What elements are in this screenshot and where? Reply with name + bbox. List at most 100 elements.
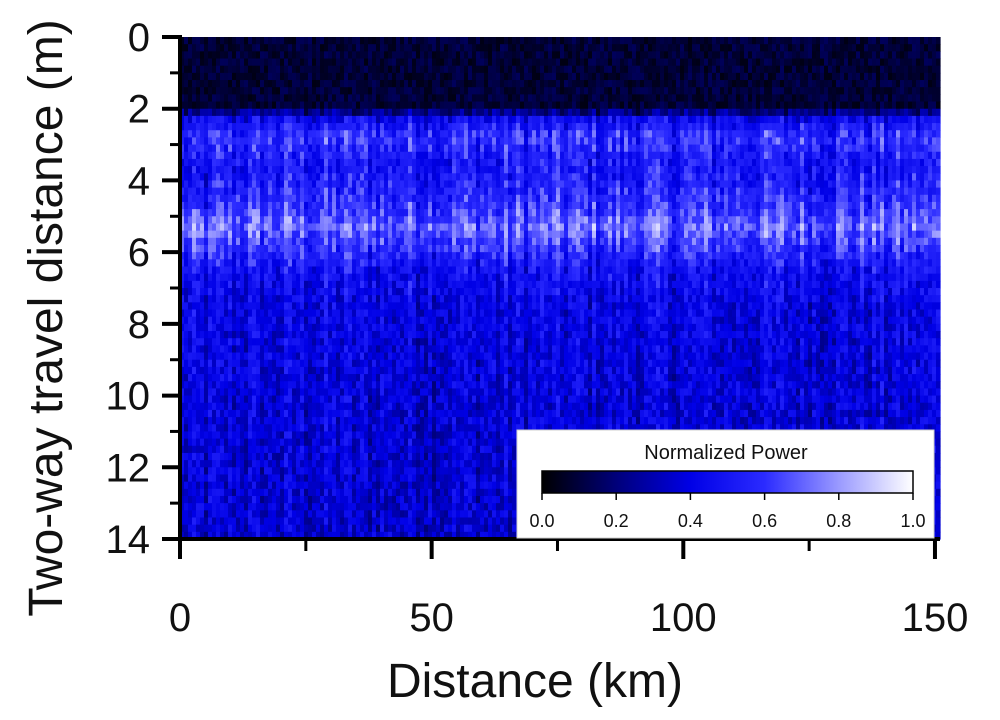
heatmap-cell: [268, 467, 273, 476]
heatmap-cell: [364, 445, 369, 454]
heatmap-cell: [444, 395, 449, 404]
heatmap-cell: [264, 244, 269, 253]
heatmap-cell: [196, 409, 201, 418]
heatmap-cell: [416, 531, 421, 540]
heatmap-cell: [460, 331, 465, 339]
heatmap-cell: [388, 338, 393, 346]
heatmap-cell: [408, 58, 413, 67]
heatmap-cell: [192, 58, 197, 67]
heatmap-cell: [264, 338, 269, 346]
heatmap-cell: [308, 295, 313, 303]
heatmap-cell: [260, 151, 265, 160]
heatmap-cell: [448, 359, 453, 368]
heatmap-cell: [384, 259, 389, 268]
heatmap-cell: [288, 316, 293, 325]
heatmap-cell: [300, 252, 305, 260]
heatmap-cell: [436, 424, 441, 433]
heatmap-cell: [320, 209, 325, 217]
heatmap-cell: [376, 80, 381, 88]
heatmap-cell: [456, 309, 461, 318]
heatmap-cell: [292, 374, 297, 382]
heatmap-cell: [284, 503, 289, 511]
heatmap-cell: [236, 273, 241, 282]
heatmap-cell: [360, 402, 365, 411]
heatmap-cell: [200, 187, 205, 196]
heatmap-cell: [296, 331, 301, 339]
heatmap-cell: [212, 37, 217, 45]
heatmap-cell: [236, 495, 241, 504]
heatmap-cell: [220, 316, 225, 325]
heatmap-cell: [396, 58, 401, 67]
heatmap-cell: [380, 280, 385, 289]
heatmap-cell: [324, 481, 329, 490]
heatmap-cell: [396, 280, 401, 289]
heatmap-cell: [204, 309, 209, 318]
heatmap-cell: [272, 65, 277, 74]
heatmap-cell: [272, 209, 277, 217]
heatmap-cell: [432, 237, 437, 246]
heatmap-cell: [456, 259, 461, 268]
heatmap-cell: [252, 65, 257, 74]
heatmap-cell: [420, 316, 425, 325]
heatmap-cell: [456, 474, 461, 483]
heatmap-cell: [280, 295, 285, 303]
heatmap-cell: [228, 309, 233, 318]
heatmap-cell: [308, 316, 313, 325]
heatmap-cell: [448, 230, 453, 239]
heatmap-cell: [396, 316, 401, 325]
heatmap-cell: [396, 144, 401, 153]
heatmap-cell: [428, 244, 433, 253]
heatmap-cell: [224, 273, 229, 282]
heatmap-cell: [260, 366, 265, 375]
heatmap-cell: [340, 244, 345, 253]
heatmap-cell: [228, 452, 233, 461]
heatmap-cell: [336, 460, 341, 468]
heatmap-cell: [452, 266, 457, 275]
heatmap-cell: [384, 230, 389, 239]
heatmap-cell: [328, 488, 333, 497]
heatmap-cell: [184, 338, 189, 346]
heatmap-cell: [380, 223, 385, 232]
heatmap-cell: [408, 273, 413, 282]
heatmap-cell: [344, 288, 349, 296]
heatmap-cell: [356, 417, 361, 425]
heatmap-cell: [440, 460, 445, 468]
heatmap-cell: [436, 280, 441, 289]
heatmap-cell: [316, 273, 321, 282]
heatmap-cell: [244, 137, 249, 146]
heatmap-cell: [456, 374, 461, 382]
heatmap-cell: [256, 65, 261, 74]
heatmap-cell: [264, 438, 269, 447]
heatmap-cell: [400, 144, 405, 153]
heatmap-cell: [352, 424, 357, 433]
heatmap-cell: [268, 524, 273, 533]
heatmap-cell: [348, 130, 353, 138]
heatmap-cell: [372, 51, 377, 60]
heatmap-cell: [432, 474, 437, 483]
heatmap-cell: [404, 474, 409, 483]
heatmap-cell: [216, 510, 221, 519]
heatmap-cell: [232, 302, 237, 311]
heatmap-cell: [340, 323, 345, 332]
heatmap-cell: [296, 323, 301, 332]
heatmap-cell: [380, 460, 385, 468]
heatmap-cell: [404, 223, 409, 232]
heatmap-cell: [264, 381, 269, 389]
heatmap-cell: [404, 209, 409, 217]
heatmap-cell: [224, 531, 229, 540]
heatmap-cell: [252, 130, 257, 138]
heatmap-cell: [356, 388, 361, 397]
heatmap-cell: [216, 58, 221, 67]
heatmap-cell: [188, 460, 193, 468]
heatmap-cell: [268, 402, 273, 411]
heatmap-cell: [336, 366, 341, 375]
heatmap-cell: [420, 87, 425, 95]
heatmap-cell: [260, 187, 265, 196]
heatmap-cell: [360, 151, 365, 160]
heatmap-cell: [332, 108, 337, 117]
heatmap-cell: [328, 166, 333, 174]
heatmap-cell: [228, 130, 233, 138]
heatmap-cell: [264, 531, 269, 540]
heatmap-cell: [464, 158, 469, 167]
heatmap-cell: [376, 87, 381, 95]
